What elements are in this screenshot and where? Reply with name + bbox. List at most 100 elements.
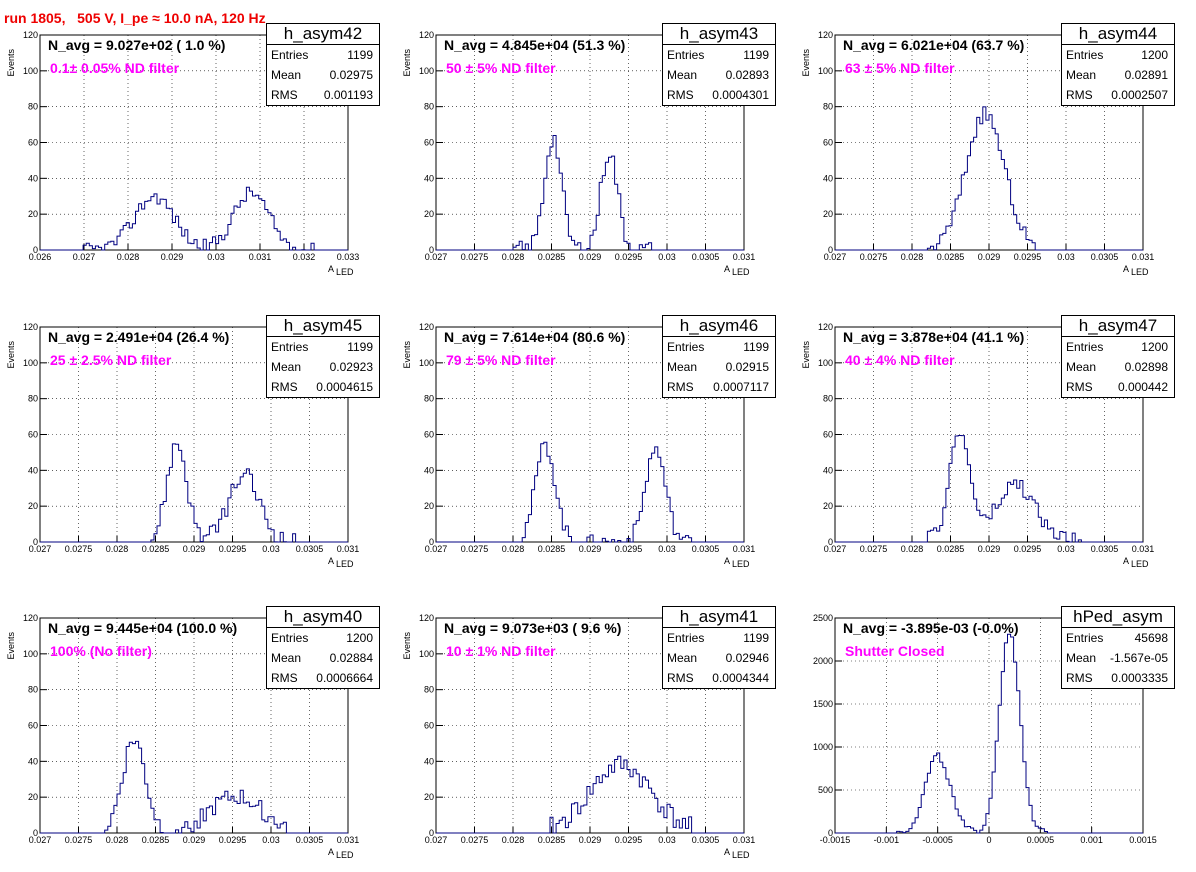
x-axis-label: A xyxy=(724,264,730,274)
stats-key: Mean xyxy=(1066,68,1097,82)
navg-label: N_avg = 9.073e+03 ( 9.6 %) xyxy=(444,620,622,636)
navg-label: N_avg = 2.491e+04 (26.4 %) xyxy=(48,329,230,345)
x-tick-label: 0.0285 xyxy=(937,252,965,262)
y-tick-label: 80 xyxy=(823,102,833,112)
y-tick-label: 1000 xyxy=(813,742,833,752)
histogram-line xyxy=(40,740,348,834)
x-tick-label: 0.027 xyxy=(73,252,96,262)
filter-label: 50 ± 5% ND filter xyxy=(446,60,556,76)
histogram-name: h_asym42 xyxy=(267,24,379,45)
x-tick-label: 0.03 xyxy=(658,835,676,845)
y-tick-label: 60 xyxy=(28,138,38,148)
stats-row-mean: Mean -1.567e-05 xyxy=(1062,648,1174,668)
y-tick-label: 0 xyxy=(828,828,833,838)
y-tick-label: 100 xyxy=(818,66,833,76)
filter-label: 40 ± 4% ND filter xyxy=(845,352,955,368)
stats-key: Mean xyxy=(1066,651,1097,665)
stats-box: h_asym45 Entries 1199 Mean 0.02923 RMS 0.00046… xyxy=(266,315,380,398)
y-tick-label: 80 xyxy=(28,102,38,112)
y-tick-label: 40 xyxy=(28,756,38,766)
stats-value: -1.567e-05 xyxy=(1109,651,1168,665)
stats-value: 1199 xyxy=(347,340,373,354)
stats-key: RMS xyxy=(1066,671,1093,685)
navg-label: N_avg = 7.614e+04 (80.6 %) xyxy=(444,329,626,345)
x-tick-label: 0.029 xyxy=(161,252,184,262)
histogram-name: h_asym44 xyxy=(1062,24,1174,45)
x-tick-label: 0.0275 xyxy=(461,835,489,845)
y-tick-label: 60 xyxy=(28,721,38,731)
stats-box: h_asym40 Entries 1200 Mean 0.02884 RMS 0.00066… xyxy=(266,606,380,689)
y-tick-label: 0 xyxy=(429,537,434,547)
x-tick-label: 0.028 xyxy=(502,252,525,262)
x-tick-label: 0.0295 xyxy=(219,544,247,554)
stats-row-entries: Entries 1200 xyxy=(1062,45,1174,65)
stats-row-mean: Mean 0.02923 xyxy=(267,357,379,377)
histogram-name: h_asym45 xyxy=(267,316,379,337)
stats-value: 1199 xyxy=(743,340,769,354)
x-tick-label: 0.029 xyxy=(978,252,1001,262)
stats-row-entries: Entries 1199 xyxy=(663,337,775,357)
stats-key: Mean xyxy=(1066,360,1097,374)
stats-value: 1199 xyxy=(743,631,769,645)
y-tick-label: 60 xyxy=(424,430,434,440)
x-tick-label: 0.031 xyxy=(337,835,360,845)
y-tick-label: 60 xyxy=(823,138,833,148)
stats-row-rms: RMS 0.0004301 xyxy=(663,85,775,105)
x-tick-label: 0.031 xyxy=(1132,252,1155,262)
y-tick-label: 40 xyxy=(823,465,833,475)
stats-value: 0.000442 xyxy=(1117,380,1168,394)
y-tick-label: 100 xyxy=(23,66,38,76)
stats-value: 0.02898 xyxy=(1124,360,1168,374)
x-axis-label-subscript: LED xyxy=(732,267,750,277)
x-tick-label: 0.027 xyxy=(824,544,847,554)
stats-row-mean: Mean 0.02893 xyxy=(663,65,775,85)
stats-key: RMS xyxy=(271,671,298,685)
y-tick-label: 60 xyxy=(424,721,434,731)
navg-label: N_avg = 3.878e+04 (41.1 %) xyxy=(843,329,1025,345)
x-tick-label: 0.03 xyxy=(262,835,280,845)
stats-value: 0.02975 xyxy=(329,68,373,82)
stats-value: 1200 xyxy=(1141,340,1168,354)
y-tick-label: 60 xyxy=(424,138,434,148)
x-tick-label: 0.0305 xyxy=(692,544,720,554)
x-tick-label: 0.0295 xyxy=(1014,252,1042,262)
x-tick-label: 0.028 xyxy=(901,544,924,554)
histogram-name: h_asym40 xyxy=(267,607,379,628)
x-axis-label: A xyxy=(1123,264,1129,274)
stats-value: 0.0006664 xyxy=(316,671,373,685)
stats-row-entries: Entries 45698 xyxy=(1062,628,1174,648)
stats-key: Mean xyxy=(667,360,698,374)
x-tick-label: 0.0295 xyxy=(219,835,247,845)
stats-row-rms: RMS 0.0006664 xyxy=(267,668,379,688)
histogram-line xyxy=(40,186,348,251)
x-axis-label: A xyxy=(1123,556,1129,566)
x-tick-label: 0.027 xyxy=(425,252,448,262)
x-tick-label: 0.0275 xyxy=(860,252,888,262)
x-tick-label: 0.0295 xyxy=(1014,544,1042,554)
y-axis-label: Events xyxy=(6,632,16,660)
y-tick-label: 1500 xyxy=(813,699,833,709)
y-tick-label: 100 xyxy=(419,649,434,659)
y-tick-label: 20 xyxy=(823,501,833,511)
histogram-line xyxy=(40,443,348,543)
y-tick-label: 120 xyxy=(23,30,38,40)
y-tick-label: 0 xyxy=(33,245,38,255)
x-tick-label: 0.028 xyxy=(117,252,140,262)
stats-row-rms: RMS 0.001193 xyxy=(267,85,379,105)
stats-key: Mean xyxy=(667,651,698,665)
y-tick-label: 100 xyxy=(419,358,434,368)
x-tick-label: 0.029 xyxy=(978,544,1001,554)
x-tick-label: -0.001 xyxy=(874,835,900,845)
navg-label: N_avg = 9.445e+04 (100.0 %) xyxy=(48,620,238,636)
stats-key: Entries xyxy=(667,631,705,645)
navg-label: N_avg = 6.021e+04 (63.7 %) xyxy=(843,37,1025,53)
y-tick-label: 20 xyxy=(424,792,434,802)
y-tick-label: 20 xyxy=(424,209,434,219)
stats-box: hPed_asym Entries 45698 Mean -1.567e-05 RMS 0.… xyxy=(1061,606,1175,689)
x-tick-label: 0.031 xyxy=(733,252,756,262)
histogram-panel-h_asym47: 0.027 0.0275 0.028 0.0285 0.029 0.0295 0.03 0.0… xyxy=(795,315,1175,572)
histogram-panel-h_asym42: 0.026 0.027 0.028 0.029 0.03 0.031 0.032 0.033 0… xyxy=(0,23,380,280)
stats-key: RMS xyxy=(1066,380,1093,394)
x-axis-label-subscript: LED xyxy=(336,267,354,277)
y-tick-label: 80 xyxy=(424,102,434,112)
